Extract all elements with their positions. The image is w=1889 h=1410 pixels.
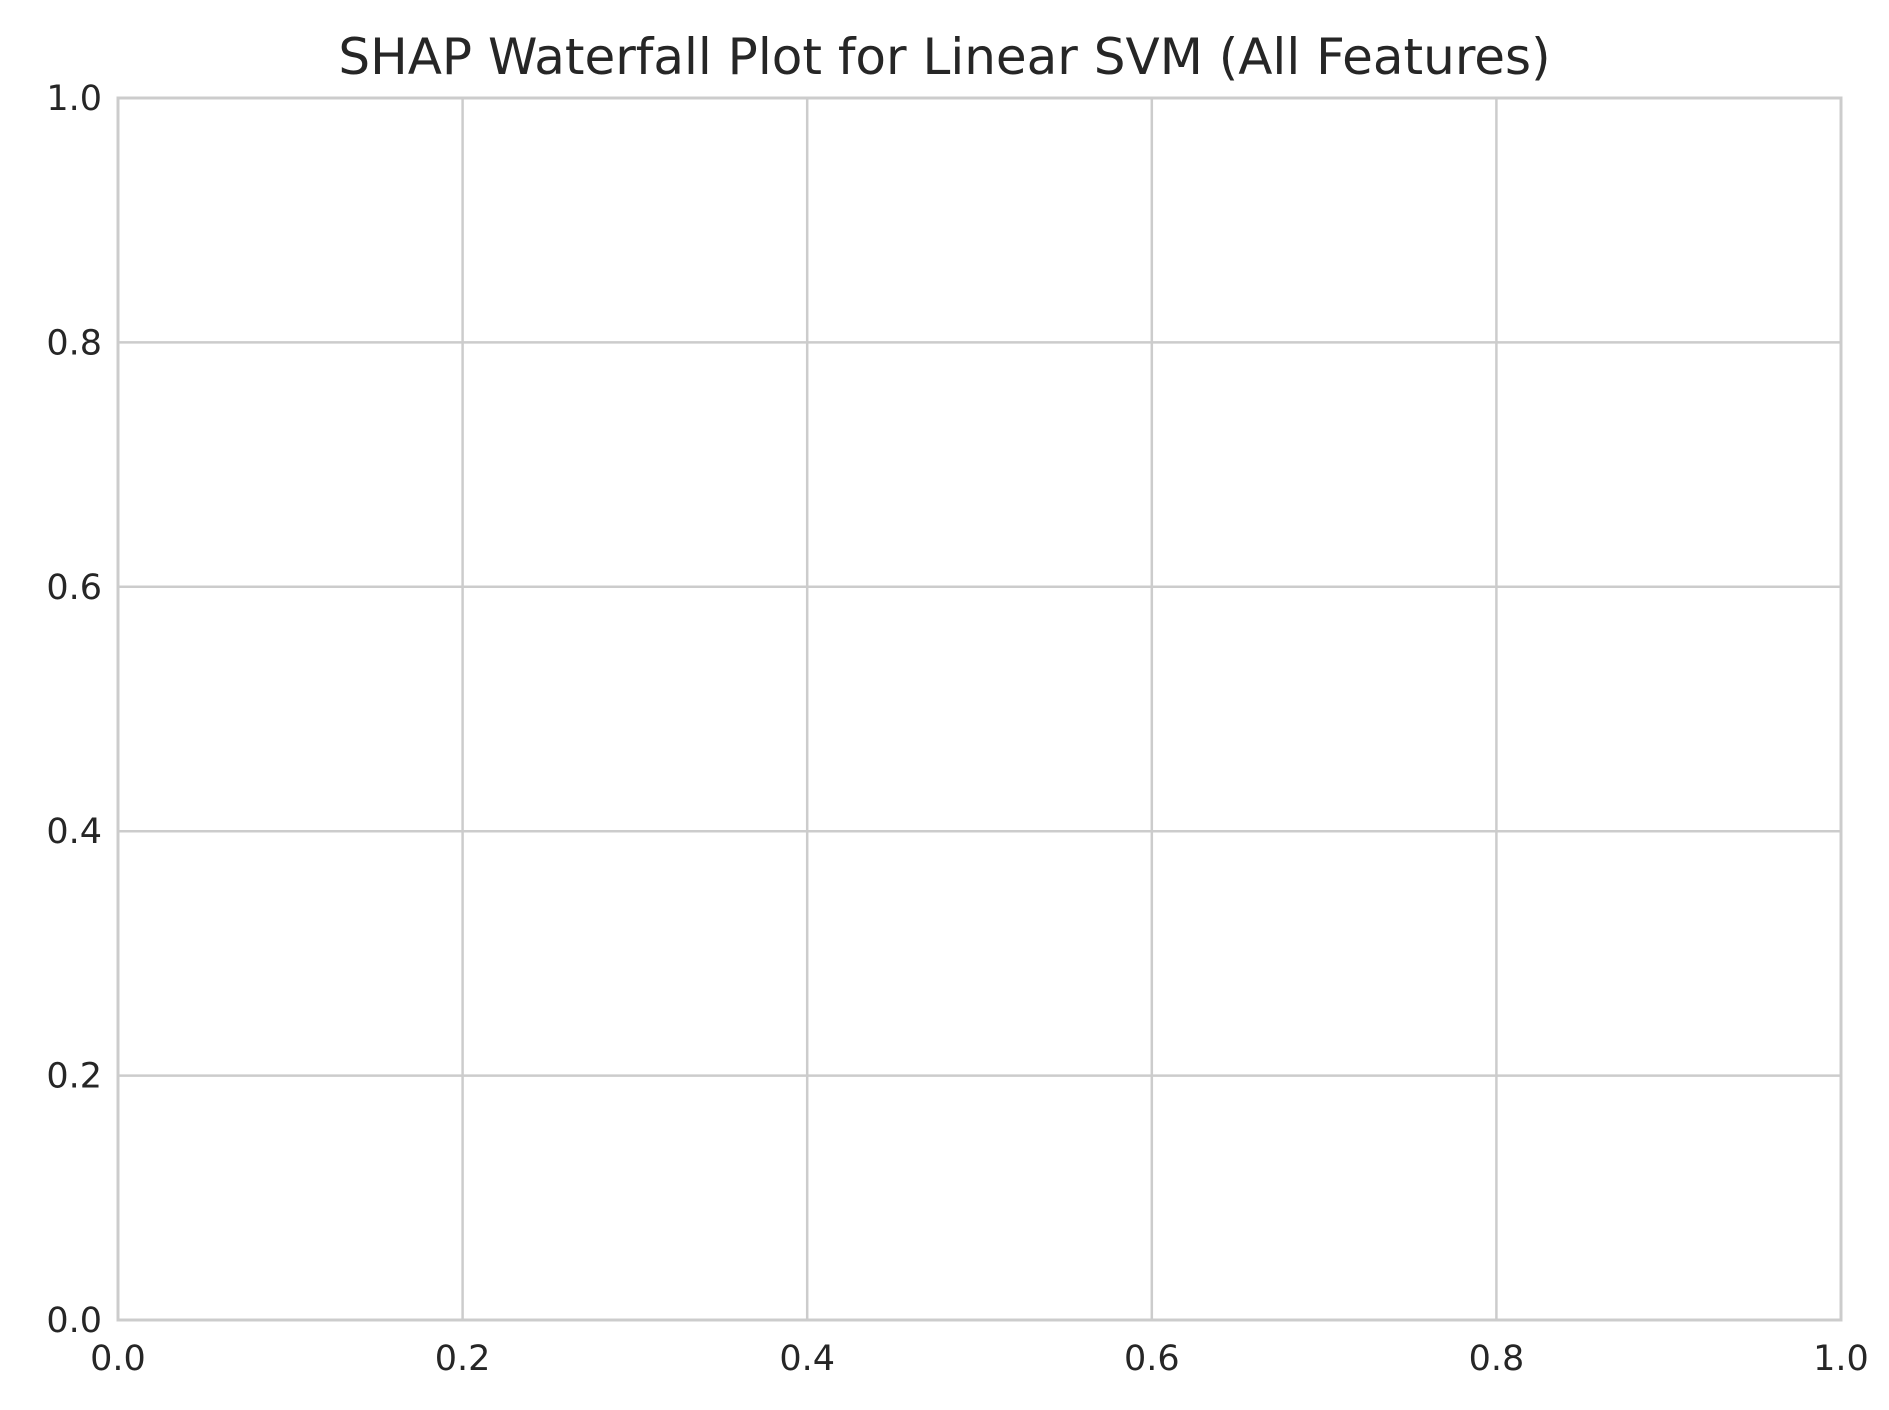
axes-frame xyxy=(116,96,1843,1322)
chart-title: SHAP Waterfall Plot for Linear SVM (All … xyxy=(338,28,1550,86)
x-tick-label: 0.2 xyxy=(435,1339,491,1379)
x-tick-label: 1.0 xyxy=(1813,1339,1869,1379)
x-tick-label: 0.4 xyxy=(779,1339,835,1379)
y-axis-ticks: 0.0 0.2 0.4 0.6 0.8 1.0 xyxy=(46,79,102,1341)
y-tick-label: 0.6 xyxy=(46,568,102,608)
x-tick-label: 0.0 xyxy=(90,1339,146,1379)
x-tick-label: 0.8 xyxy=(1469,1339,1525,1379)
y-tick-label: 1.0 xyxy=(46,79,102,119)
y-tick-label: 0.4 xyxy=(46,812,102,852)
x-axis-ticks: 0.0 0.2 0.4 0.6 0.8 1.0 xyxy=(90,1339,1869,1379)
y-tick-label: 0.8 xyxy=(46,323,102,363)
y-tick-label: 0.0 xyxy=(46,1301,102,1341)
y-tick-label: 0.2 xyxy=(46,1057,102,1097)
x-tick-label: 0.6 xyxy=(1124,1339,1180,1379)
